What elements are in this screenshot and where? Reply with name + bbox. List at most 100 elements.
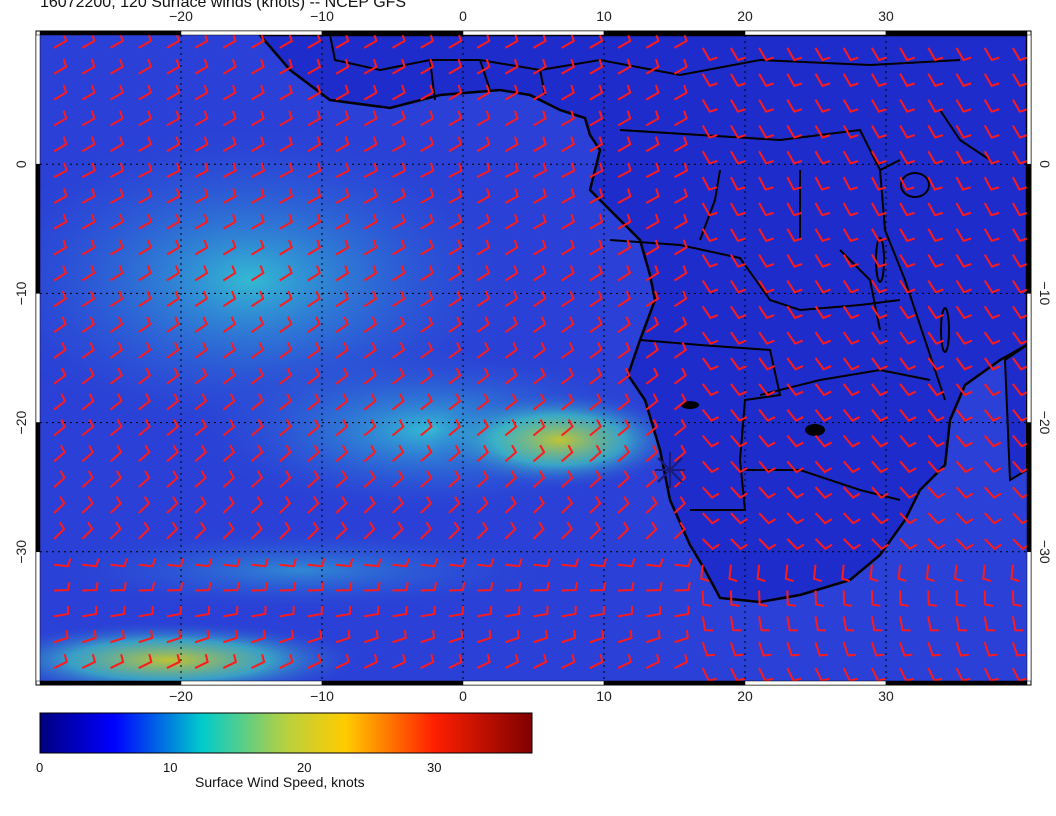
wind-barb — [53, 444, 66, 463]
wind-barb — [758, 176, 774, 191]
wind-barb — [927, 641, 941, 657]
wind-barb — [504, 58, 519, 75]
wind-barb — [391, 419, 405, 437]
wind-barb — [222, 136, 237, 153]
wind-barb — [222, 393, 236, 411]
wind-barb — [561, 84, 576, 101]
wind-barb — [561, 162, 576, 179]
wind-barb — [532, 35, 547, 49]
wind-barb — [194, 629, 210, 644]
wind-barb — [363, 393, 377, 411]
wind-barb — [729, 616, 742, 632]
wind-barb — [1012, 357, 1027, 371]
wind-barb — [307, 342, 321, 359]
wind-barb — [166, 367, 180, 385]
wind-barb — [335, 265, 350, 282]
wind-barb — [758, 150, 775, 165]
wind-barb — [364, 558, 382, 568]
wind-barb — [363, 367, 377, 385]
longitude-tick-label: 0 — [459, 8, 467, 24]
wind-barb — [533, 162, 548, 179]
wind-barb — [842, 460, 861, 474]
wind-barb — [645, 470, 658, 488]
wind-barb — [448, 444, 461, 463]
wind-barb — [138, 316, 152, 333]
wind-barb — [814, 279, 831, 294]
wind-barb — [363, 521, 376, 540]
longitude-tick-label: 10 — [596, 688, 612, 704]
wind-barb — [504, 290, 519, 308]
wind-barb — [1011, 641, 1026, 657]
wind-barb — [532, 213, 547, 230]
wind-barb — [420, 496, 433, 514]
longitude-tick-label: −10 — [310, 688, 334, 704]
wind-barb — [701, 228, 718, 243]
wind-barb — [1012, 383, 1027, 397]
wind-barb — [420, 35, 435, 49]
wind-barb — [533, 582, 550, 592]
wind-barb — [251, 162, 266, 179]
wind-barb — [391, 290, 406, 308]
wind-barb — [871, 176, 887, 191]
wind-barb — [814, 73, 831, 88]
wind-barb — [617, 444, 630, 463]
wind-barb — [138, 162, 153, 179]
wind-barb — [589, 290, 603, 308]
wind-barb — [955, 357, 973, 371]
wind-barb — [589, 367, 603, 385]
wind-barb — [955, 202, 972, 217]
wind-barb — [194, 35, 209, 49]
wind-barb — [842, 279, 860, 294]
wind-barb — [307, 136, 322, 153]
wind-barb — [363, 629, 379, 644]
wind-barb — [842, 331, 860, 345]
wind-barb — [983, 486, 1002, 499]
wind-barb — [561, 444, 574, 463]
wind-barb — [758, 512, 777, 525]
wind-barb — [391, 342, 406, 359]
wind-barb — [391, 35, 406, 49]
wind-barb — [871, 47, 887, 62]
wind-barb — [871, 202, 887, 217]
wind-barb — [420, 290, 434, 308]
wind-barb — [391, 367, 405, 385]
wind-barb — [730, 512, 748, 525]
wind-barb — [363, 84, 378, 101]
wind-barb — [617, 605, 634, 618]
wind-barb — [784, 564, 794, 583]
wind-barb — [617, 110, 632, 127]
wind-barb — [927, 486, 946, 499]
wind-barb — [955, 383, 973, 397]
wind-barb — [617, 162, 632, 179]
wind-barb — [786, 409, 804, 422]
edge-bar-segment — [39, 680, 182, 686]
wind-barb — [194, 393, 208, 411]
wind-barb — [279, 605, 295, 618]
wind-barb — [561, 653, 576, 669]
wind-barb — [758, 667, 774, 681]
wind-barb — [109, 265, 124, 282]
wind-barb — [927, 73, 944, 88]
wind-barb — [363, 58, 378, 75]
wind-barb — [786, 176, 802, 191]
wind-barb — [307, 558, 326, 568]
wind-barb — [307, 496, 320, 514]
wind-barb — [504, 162, 519, 179]
wind-barb — [730, 176, 746, 191]
wind-barb — [589, 496, 602, 514]
wind-barb — [758, 99, 775, 113]
wind-barb — [532, 239, 547, 256]
wind-barb — [561, 521, 573, 540]
wind-barb — [730, 460, 748, 474]
wind-barb — [138, 367, 152, 385]
wind-barb — [561, 58, 576, 75]
wind-barb — [673, 316, 688, 333]
wind-barb — [701, 486, 720, 499]
wind-barb — [279, 110, 294, 127]
wind-barb — [532, 136, 547, 153]
wind-barb — [81, 136, 96, 153]
wind-barb — [448, 162, 463, 179]
wind-barb — [617, 35, 632, 49]
wind-barb — [504, 84, 519, 101]
wind-barb — [814, 434, 832, 448]
